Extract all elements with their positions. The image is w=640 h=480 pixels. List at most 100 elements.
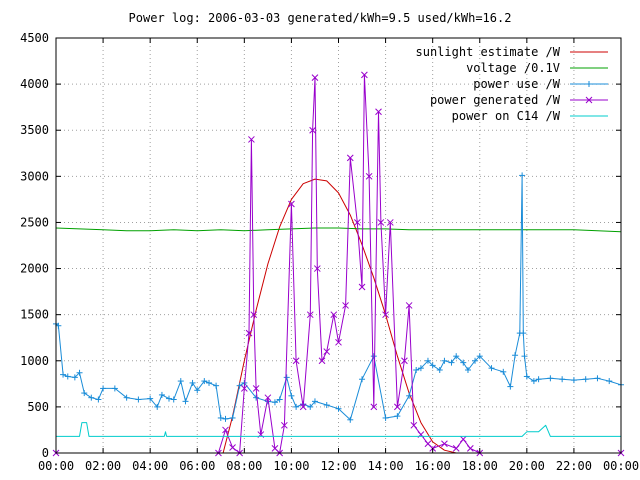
series-line [222,178,457,454]
plus-marker [582,376,589,383]
cross-marker [250,311,258,319]
plus-marker [213,382,220,389]
plus-marker [606,378,613,385]
plus-marker [523,373,530,380]
x-tick-label: 22:00 [556,459,592,473]
plus-marker [370,353,377,360]
plus-marker [507,383,514,390]
cross-marker [410,421,418,429]
cross-marker [361,71,368,79]
plus-marker [512,352,519,359]
plus-marker [177,378,184,385]
plus-marker [521,353,528,360]
plus-marker [424,357,431,364]
cross-marker [311,74,319,82]
series-4 [56,422,621,437]
y-tick-label: 3000 [20,169,49,183]
cross-marker [394,403,401,411]
cross-marker [365,172,373,180]
plus-marker [520,330,527,337]
legend-entry: power generated /W [430,93,608,107]
cross-marker [248,136,255,143]
plus-marker [436,367,443,373]
y-tick-label: 1500 [20,308,49,322]
x-tick-label: 14:00 [368,459,404,473]
ticks-layer: 0 500 1000 1500 2000 2500 3000 3500 4000 4500 00:0… [20,31,639,473]
x-tick-label: 16:00 [415,459,451,473]
plus-marker [488,365,495,372]
legend: sunlight estimate /W voltage /0.1V power u… [416,45,608,123]
x-tick-label: 00:00 [38,459,74,473]
y-tick-label: 4500 [20,31,49,45]
legend-label: sunlight estimate /W [416,45,561,59]
plus-marker [441,357,448,364]
plus-marker [394,413,401,420]
cross-marker [382,311,389,319]
plus-marker [323,402,330,409]
cross-marker [346,154,354,162]
plus-marker [182,398,189,405]
plus-marker [276,396,283,403]
series-3 [52,71,625,457]
y-tick-label: 3500 [20,123,49,137]
cross-marker [252,385,260,392]
plus-marker [429,362,436,369]
cross-marker [441,440,448,448]
x-tick-label: 12:00 [320,459,356,473]
series-0 [222,178,457,454]
legend-entry: voltage /0.1V [466,61,608,75]
cross-marker [405,302,413,309]
plus-marker [194,387,201,394]
legend-label: power on C14 /W [452,109,561,123]
plus-marker [413,367,420,373]
plus-marker [95,396,102,403]
cross-marker [229,444,236,451]
plus-marker [81,390,88,397]
plus-marker [154,403,161,410]
plus-marker [222,415,229,422]
plus-marker [594,375,601,382]
plus-marker [472,357,479,364]
plus-marker [271,399,278,406]
cross-marker [358,283,366,291]
x-tick-label: 02:00 [85,459,121,473]
plus-marker [382,414,389,421]
plus-marker [166,395,172,402]
plus-marker [453,353,460,360]
legend-entry: power use /W [473,77,608,91]
plus-marker [547,375,554,382]
cross-marker [370,403,378,411]
cross-marker [459,435,467,443]
y-tick-label: 0 [42,446,49,460]
cross-marker [281,421,288,429]
series-1 [55,227,622,233]
plus-marker [60,371,67,378]
x-tick-label: 00:00 [603,459,639,473]
plus-marker [530,378,537,385]
plus-marker [293,403,300,410]
plus-marker [283,374,290,381]
cross-marker [585,96,593,104]
legend-label: power generated /W [430,93,561,107]
plus-marker [123,394,130,401]
cross-marker [318,357,326,365]
cross-marker [323,348,331,355]
cross-marker [452,445,460,452]
cross-marker [313,265,321,272]
plus-marker [170,396,177,403]
plus-marker [111,385,118,392]
cross-marker [288,200,295,208]
chart-title: Power log: 2006-03-03 generated/kWh=9.5 … [129,11,512,25]
y-tick-label: 2500 [20,215,49,229]
plus-marker [64,373,71,380]
y-tick-label: 1000 [20,354,49,368]
cross-marker [377,219,385,226]
plus-marker [76,369,83,376]
plus-marker [88,394,95,401]
plus-marker [147,395,154,402]
cross-marker [375,108,382,116]
cross-marker [401,357,408,365]
plus-marker [135,396,142,403]
cross-marker [299,403,307,411]
